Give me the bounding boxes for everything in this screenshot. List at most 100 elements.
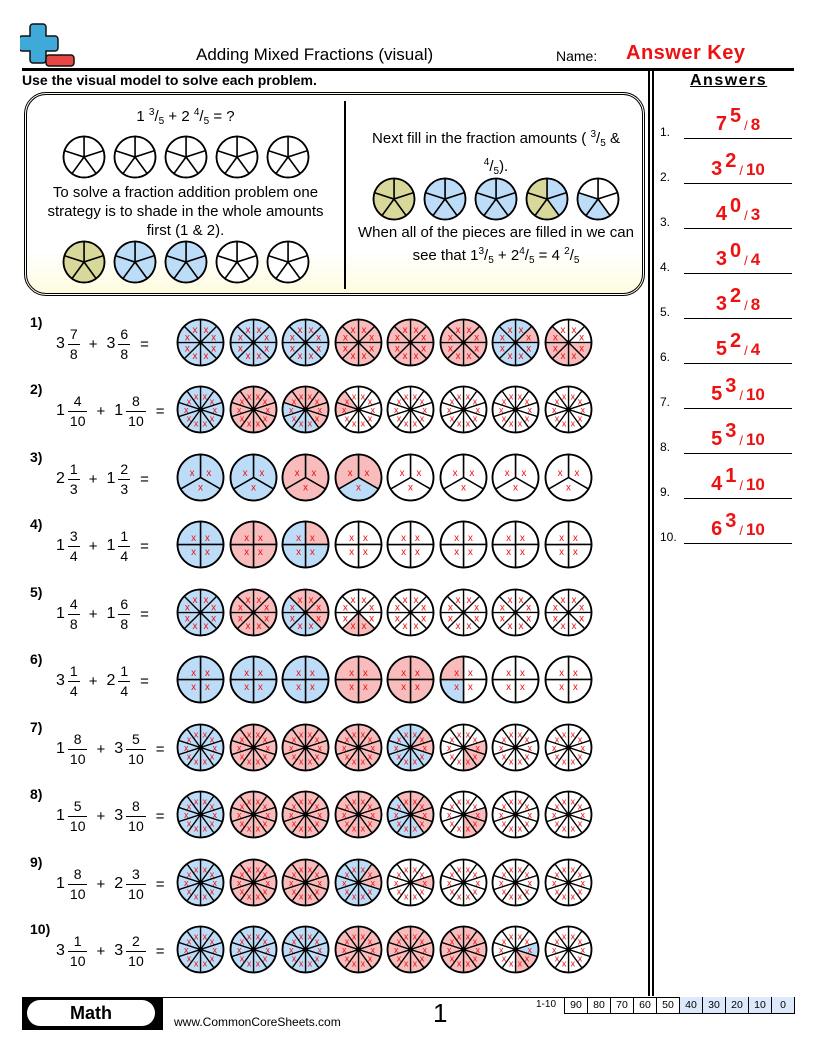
svg-text:x: x	[474, 603, 479, 614]
svg-text:x: x	[315, 413, 320, 423]
answer-line[interactable]	[684, 499, 792, 544]
answer-value: 4 0/3	[715, 195, 761, 225]
svg-text:x: x	[203, 959, 208, 969]
svg-text:x: x	[518, 931, 523, 941]
answer-line[interactable]	[684, 139, 792, 184]
answer-line[interactable]	[684, 454, 792, 499]
svg-text:x: x	[456, 796, 461, 806]
svg-text:x: x	[472, 818, 477, 828]
svg-text:x: x	[299, 824, 304, 834]
svg-text:x: x	[502, 886, 507, 896]
denominator: 10	[67, 815, 88, 834]
answer-number: 8.	[660, 440, 671, 454]
svg-text:x: x	[560, 595, 565, 606]
svg-text:x: x	[205, 668, 210, 679]
whole-number: 3	[56, 942, 65, 959]
svg-text:x: x	[205, 682, 210, 693]
svg-text:x: x	[395, 333, 400, 344]
svg-text:x: x	[184, 405, 189, 415]
svg-text:x: x	[449, 413, 454, 423]
svg-text:x: x	[403, 325, 408, 336]
svg-text:x: x	[518, 391, 523, 401]
problem-expression: 1 8 10 +3 5 10 =	[56, 727, 165, 771]
svg-text:x: x	[449, 886, 454, 896]
svg-text:x: x	[244, 682, 249, 693]
whole-number: 3	[56, 672, 65, 689]
instructions: Use the visual model to solve each probl…	[22, 72, 317, 88]
problem-number: 10)	[30, 921, 51, 937]
svg-text:x: x	[502, 870, 507, 880]
svg-text:x: x	[465, 391, 470, 401]
example-filled-circles	[347, 177, 642, 226]
problem-row: 5) 1 4 8 +1 6 8 = x x x x x x x x x x x x x x x x x x x x x x x x x x x x x x…	[30, 584, 630, 644]
svg-text:x: x	[187, 818, 192, 828]
denominator: 10	[67, 748, 88, 767]
svg-text:x: x	[395, 343, 400, 354]
answer-line[interactable]	[684, 274, 792, 319]
svg-text:x: x	[465, 729, 470, 739]
site-url[interactable]: www.CommonCoreSheets.com	[174, 1015, 341, 1029]
svg-text:x: x	[351, 757, 356, 767]
answer-number: 4.	[660, 260, 671, 274]
svg-text:x: x	[265, 743, 270, 753]
svg-text:x: x	[308, 351, 313, 362]
svg-text:x: x	[308, 796, 313, 806]
answer-line[interactable]	[684, 364, 792, 409]
svg-text:x: x	[452, 468, 457, 479]
svg-text:x: x	[351, 824, 356, 834]
subject-badge: Math	[22, 997, 163, 1030]
svg-text:x: x	[206, 468, 211, 479]
numerator: 3	[69, 527, 78, 544]
fraction-circle	[164, 135, 208, 184]
svg-text:x: x	[344, 886, 349, 896]
fraction: 2 10	[126, 933, 146, 969]
answer-line[interactable]	[684, 94, 792, 139]
answer-line[interactable]	[684, 409, 792, 454]
svg-text:x: x	[472, 953, 477, 963]
svg-text:x: x	[290, 603, 295, 614]
svg-text:x: x	[559, 533, 564, 544]
answer-number: 1.	[660, 125, 671, 139]
answer-line[interactable]	[684, 184, 792, 229]
problem-number: 6)	[30, 651, 43, 667]
svg-text:x: x	[367, 937, 372, 947]
svg-text:x: x	[465, 824, 470, 834]
denominator: 10	[67, 883, 88, 902]
svg-text:x: x	[466, 351, 471, 362]
svg-text:x: x	[341, 743, 346, 753]
svg-text:x: x	[513, 483, 518, 494]
svg-text:x: x	[446, 945, 451, 955]
fraction-circle	[215, 240, 259, 289]
svg-text:x: x	[572, 682, 577, 693]
answer-line[interactable]	[684, 229, 792, 274]
answer-line[interactable]	[684, 319, 792, 364]
svg-text:x: x	[397, 735, 402, 745]
svg-text:x: x	[403, 621, 408, 632]
svg-text:x: x	[506, 682, 511, 693]
svg-text:x: x	[474, 613, 479, 624]
svg-text:x: x	[350, 325, 355, 336]
svg-text:x: x	[467, 682, 472, 693]
svg-text:x: x	[415, 533, 420, 544]
problem-expression: 3 7 8 +3 6 8 =	[56, 322, 149, 366]
svg-text:x: x	[203, 351, 208, 362]
answer-row: 8. 5 3/10	[660, 409, 794, 454]
svg-text:x: x	[316, 603, 321, 614]
plus-sign: +	[96, 740, 106, 758]
svg-text:x: x	[203, 325, 208, 336]
score-cell: 60	[634, 997, 657, 1014]
svg-text:x: x	[237, 603, 242, 614]
svg-text:x: x	[446, 810, 451, 820]
svg-text:x: x	[257, 533, 262, 544]
svg-text:x: x	[237, 333, 242, 344]
svg-text:x: x	[369, 343, 374, 354]
